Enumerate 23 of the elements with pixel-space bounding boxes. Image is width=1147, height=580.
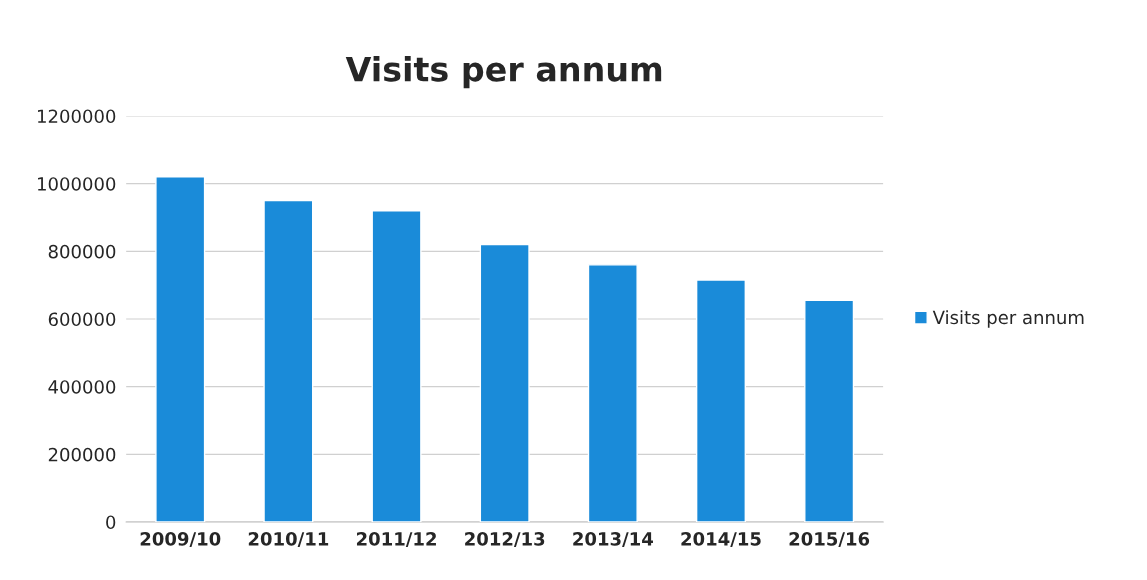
bar [263, 199, 314, 522]
y-tick-label: 1200000 [38, 109, 116, 124]
x-tick-label: 2015/16 [789, 532, 870, 548]
bar [587, 264, 638, 522]
bar [695, 279, 746, 522]
y-tick-label: 0 [106, 515, 116, 530]
x-tick-label: 2013/14 [573, 532, 653, 548]
y-tick-label: 1000000 [38, 177, 116, 191]
chart-title: Visits per annum [345, 55, 662, 89]
y-tick-label: 800000 [48, 244, 116, 259]
bar [371, 210, 422, 522]
y-tick-label: 400000 [48, 380, 116, 394]
x-tick-label: 2012/13 [465, 532, 545, 548]
x-tick-label: 2014/15 [681, 532, 761, 548]
bar [479, 243, 530, 522]
bar [155, 176, 206, 522]
y-tick-label: 200000 [48, 447, 116, 462]
x-tick-label: 2009/10 [140, 532, 221, 548]
y-tick-label: 600000 [48, 312, 116, 327]
x-tick-label: 2010/11 [248, 532, 329, 548]
x-tick-label: 2011/12 [356, 532, 436, 548]
legend-label: Visits per annum [932, 310, 1084, 328]
bar [804, 299, 855, 522]
